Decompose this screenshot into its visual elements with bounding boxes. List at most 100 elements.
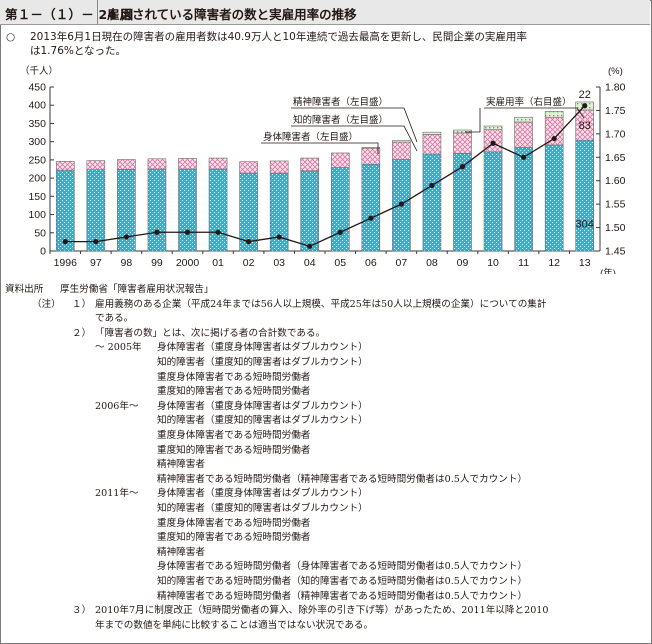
bar-intellectual <box>86 160 106 171</box>
bar-mental <box>392 140 411 143</box>
source-label: 資料出所 <box>5 284 44 295</box>
legend-intellectual: 知的障害者（左目盛） <box>293 114 388 126</box>
bar-intellectual <box>55 161 75 171</box>
left-tick-label: 150 <box>28 191 46 203</box>
x-tick-label: 11 <box>518 257 529 269</box>
x-tick-label: 04 <box>304 257 316 269</box>
right-tick-label: 1.80 <box>605 82 626 94</box>
note-2-line-1: 「障害者の数」とは、次に掲げる者の合計数である。 <box>95 327 326 339</box>
chart-bars <box>55 101 595 252</box>
rate-point <box>246 239 252 245</box>
bar-intellectual <box>392 141 411 160</box>
header-divider <box>97 0 98 24</box>
bar-physical <box>147 168 167 252</box>
period-3-item: 精神障害者 <box>157 546 205 558</box>
note-1-line-2: である。 <box>95 313 134 325</box>
bar-mental <box>361 147 381 149</box>
summary-line-2: は1.76%となった。 <box>30 45 127 57</box>
left-axis-unit: （千人） <box>20 65 58 77</box>
period-3-item: 精神障害者である短時間労働者（精神障害者である短時間労働者は0.5人でカウント） <box>157 590 528 602</box>
bar-intellectual <box>269 160 289 174</box>
x-tick-label: 09 <box>457 257 469 269</box>
left-tick-label: 200 <box>28 173 46 185</box>
period-1-item: 知的障害者（重度知的障害者はダブルカウント） <box>157 357 368 368</box>
bar-intellectual <box>361 147 381 165</box>
rate-point <box>490 140 496 146</box>
rate-point <box>276 234 282 240</box>
legend-rate-leader-2 <box>576 107 585 119</box>
period-2-item: 重度身体障害者である短時間労働者 <box>157 430 311 441</box>
note-2-number: ２） <box>72 327 92 339</box>
right-tick-label: 1.65 <box>605 152 626 164</box>
right-axis-unit: (%) <box>608 66 623 77</box>
data-label-physical: 304 <box>576 218 594 230</box>
figure-title: 雇用されている障害者の数と実雇用率の推移 <box>107 7 357 22</box>
rate-line <box>65 105 586 248</box>
rate-point <box>184 229 191 235</box>
rate-point <box>93 239 99 245</box>
rate-point <box>429 182 435 188</box>
right-tick-label: 1.55 <box>605 199 626 211</box>
note-3-line-2: 年までの数値を単純に比較することは適当ではない状況である。 <box>95 619 374 631</box>
rate-point <box>215 229 221 235</box>
period-2-item: 精神障害者 <box>157 459 205 471</box>
rate-point <box>398 201 404 207</box>
legend-physical-leader <box>261 142 379 154</box>
right-tick-label: 1.75 <box>605 105 626 117</box>
legend-rate-leader <box>465 107 577 133</box>
bar-physical <box>208 168 228 252</box>
left-tick-label: 300 <box>28 136 46 148</box>
legend-physical: 身体障害者（左目盛） <box>263 131 358 143</box>
summary-text: 2013年6月1日現在の障害者の雇用者数は40.9万人と10年連続で過去最高を更… <box>30 30 642 58</box>
left-tick-label: 0 <box>40 246 46 258</box>
period-3-item: 身体障害者（重度身体障害者はダブルカウント） <box>157 488 368 500</box>
bar-intellectual <box>208 157 228 170</box>
bar-physical <box>86 169 106 252</box>
rate-point <box>521 154 527 160</box>
chart-axes: 0501001502002503003504004501.451.501.551… <box>20 65 626 274</box>
source-text: 厚生労働省「障害者雇用状況報告」 <box>60 284 214 295</box>
bar-mental <box>422 131 442 135</box>
right-tick-label: 1.50 <box>605 222 626 234</box>
bar-mental <box>544 111 564 118</box>
bar-mental <box>453 129 472 134</box>
note-label: （注） <box>32 298 61 310</box>
x-tick-label: 08 <box>426 257 438 269</box>
chart: 0501001502002503003504004501.451.501.551… <box>20 65 626 274</box>
period-2-item: 身体障害者（重度身体障害者はダブルカウント） <box>157 400 368 412</box>
bar-physical <box>422 153 442 252</box>
rate-point <box>307 243 313 249</box>
legend-rate: 実雇用率（右目盛） <box>486 96 572 108</box>
rate-point <box>62 239 68 245</box>
bar-physical <box>483 151 503 252</box>
x-axis-unit: (年) <box>600 267 616 274</box>
period-label-3: 2011年～ <box>95 488 139 500</box>
period-1-item: 重度知的障害者である短時間労働者 <box>157 386 311 398</box>
legend-mental: 精神障害者（左目盛） <box>293 96 388 108</box>
period-3-item: 身体障害者である短時間労働者（身体障害者である短時間労働者は0.5人でカウント） <box>157 561 528 573</box>
chart-legend: 精神障害者（左目盛） 知的障害者（左目盛） 身体障害者（左目盛） 実雇用率（右目盛） <box>261 96 585 154</box>
rate-point <box>337 229 343 235</box>
left-tick-label: 350 <box>28 118 46 130</box>
bar-physical <box>330 167 350 252</box>
period-3-item: 重度身体障害者である短時間労働者 <box>157 517 311 529</box>
period-3-item: 知的障害者（重度知的障害者はダブルカウント） <box>157 503 368 514</box>
x-tick-label: 02 <box>243 257 255 269</box>
bar-physical <box>361 163 381 252</box>
x-tick-label: 10 <box>487 257 499 269</box>
period-1-item: 重度身体障害者である短時間労働者 <box>157 371 311 383</box>
rate-point <box>582 103 588 109</box>
period-2-item: 精神障害者である短時間労働者（精神障害者である短時間労働者は0.5人でカウント） <box>157 473 528 485</box>
bar-physical <box>178 168 197 252</box>
legend-intellectual-leader <box>291 125 418 152</box>
bar-mental <box>514 116 533 123</box>
rate-point <box>459 164 466 170</box>
note-3-number: ３） <box>72 605 92 617</box>
right-tick-label: 1.60 <box>605 175 626 187</box>
bar-mental <box>483 125 503 130</box>
note-1-line-1: 雇用義務のある企業（平成24年までは56人以上規模、平成25年は50人以上規模の… <box>95 298 547 310</box>
period-3-item: 重度知的障害者である短時間労働者 <box>157 532 311 544</box>
period-2-item: 重度知的障害者である短時間労働者 <box>157 444 311 456</box>
left-tick-label: 400 <box>28 100 46 112</box>
x-tick-label: 1996 <box>54 257 78 269</box>
